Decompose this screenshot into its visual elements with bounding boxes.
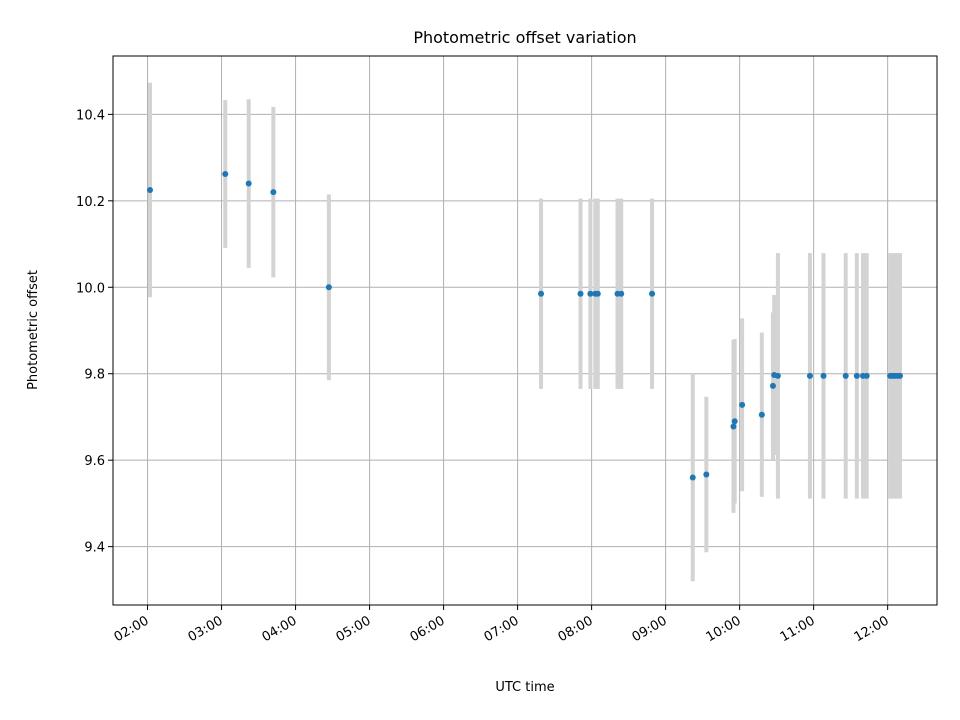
y-axis-ticks: 9.4 9.6 9.8 10.0 10.2 10.4: [76, 108, 113, 556]
data-point: [806, 372, 813, 379]
data-point: [769, 382, 776, 389]
y-tick-label: 9.6: [84, 454, 105, 469]
data-point: [587, 290, 594, 297]
data-point: [842, 372, 849, 379]
data-point: [731, 418, 738, 425]
data-point: [649, 290, 656, 297]
x-axis-label: UTC time: [495, 680, 554, 695]
y-tick-label: 10.2: [76, 195, 105, 210]
data-point: [896, 372, 903, 379]
data-point: [739, 401, 746, 408]
data-points: [147, 171, 903, 481]
data-point: [863, 372, 870, 379]
data-point: [853, 372, 860, 379]
y-axis-label: Photometric offset: [26, 270, 41, 390]
y-tick-label: 9.8: [84, 368, 105, 383]
data-point: [222, 171, 229, 178]
data-point: [774, 372, 781, 379]
data-point: [147, 187, 154, 194]
data-point: [325, 284, 332, 291]
data-point: [758, 411, 765, 418]
plot-frame: [112, 55, 938, 606]
data-point: [594, 290, 601, 297]
data-point: [577, 290, 584, 297]
y-tick-label: 10.4: [76, 108, 105, 123]
chart-title: Photometric offset variation: [413, 28, 636, 47]
y-tick-label: 9.4: [84, 541, 105, 556]
data-point: [730, 423, 737, 430]
data-point: [689, 474, 696, 481]
data-point: [538, 290, 545, 297]
y-tick-label: 10.0: [76, 281, 105, 296]
data-point: [618, 290, 625, 297]
data-point: [703, 471, 710, 478]
grid-lines: [113, 56, 937, 605]
data-point: [245, 180, 252, 187]
data-point: [820, 372, 827, 379]
data-point: [270, 189, 277, 196]
